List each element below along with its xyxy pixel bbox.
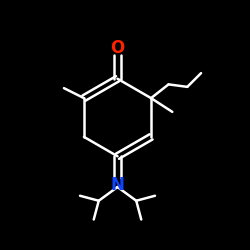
Text: N: N <box>110 176 124 194</box>
Text: O: O <box>110 39 124 57</box>
